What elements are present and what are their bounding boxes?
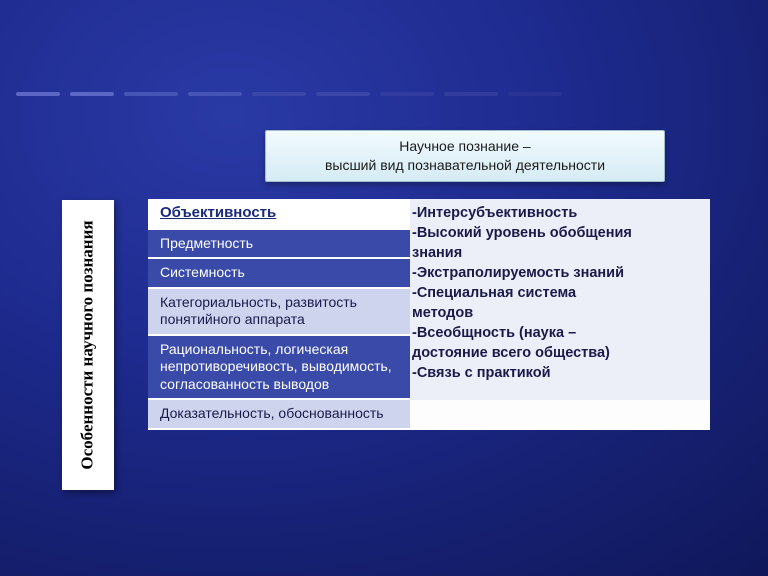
dash-segment [16,92,60,96]
dash-segment [252,92,306,96]
blank-cell [410,400,710,430]
side-label-text: Особенности научного познания [78,220,98,469]
dash-segment [316,92,370,96]
bullet-line: методов [412,303,704,323]
dash-segment [508,92,562,96]
feature-cell: Системность [148,259,410,289]
bullet-line: -Специальная система [412,283,704,303]
feature-cell: Предметность [148,230,410,260]
bullet-line: -Интерсубъективность [412,203,704,223]
bullet-line: -Высокий уровень обобщения [412,223,704,243]
dash-segment [124,92,178,96]
bullet-line: -Всеобщность (наука – [412,323,704,343]
dash-segment [188,92,242,96]
dash-segment [380,92,434,96]
content-table: ОбъективностьПредметностьСистемностьКате… [148,199,710,430]
feature-cell: Рациональность, логическая непротиворечи… [148,336,410,401]
feature-cell: Категориальность, развитость понятийного… [148,289,410,336]
decorative-dashes [16,92,576,98]
bullet-line: достояние всего общества) [412,343,704,363]
left-column-stack: ОбъективностьПредметностьСистемностьКате… [148,199,410,430]
header-line2: высший вид познавательной деятельности [325,156,605,175]
right-column: -Интерсубъективность-Высокий уровень обо… [410,199,710,430]
feature-cell: Объективность [148,199,410,230]
bullets-cell: -Интерсубъективность-Высокий уровень обо… [410,199,710,400]
header-line1: Научное познание – [399,137,530,156]
dash-segment [70,92,114,96]
bullet-line: -Связь с практикой [412,363,704,383]
header-box: Научное познание – высший вид познавател… [265,130,665,182]
dash-segment [444,92,498,96]
bullet-line: знания [412,243,704,263]
feature-cell: Доказательность, обоснованность [148,400,410,430]
bullet-line: -Экстраполируемость знаний [412,263,704,283]
side-label-box: Особенности научного познания [62,200,114,490]
bullets-list: -Интерсубъективность-Высокий уровень обо… [412,203,704,383]
